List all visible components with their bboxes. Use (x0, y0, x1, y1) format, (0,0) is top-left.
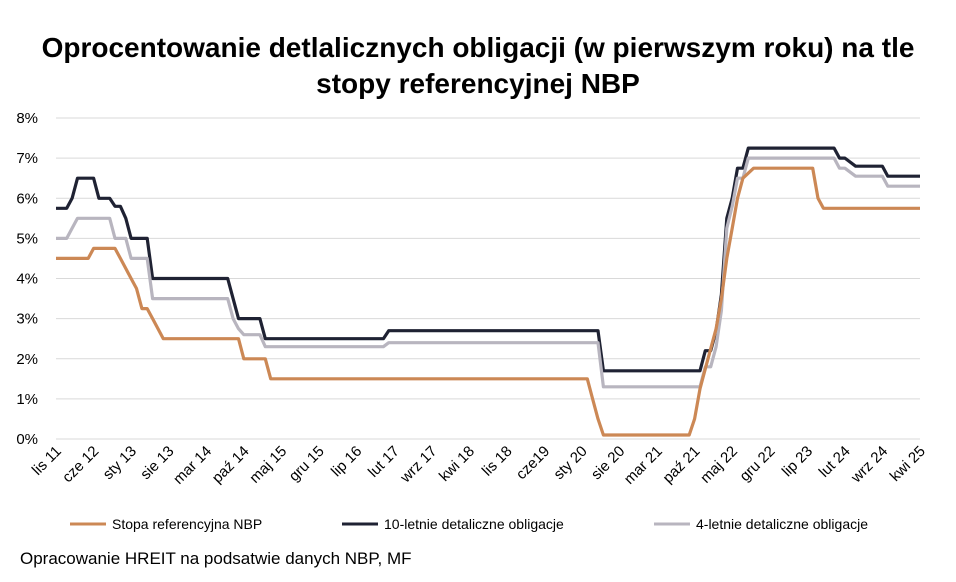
series-line (56, 156, 920, 389)
x-tick-label: mar 21 (621, 443, 666, 488)
chart-title-line-1: Oprocentowanie detlalicznych obligacji (… (41, 32, 915, 63)
y-tick-label: 1% (16, 391, 38, 408)
x-tick-label: gru 15 (286, 443, 328, 485)
x-tick-label: lis 18 (479, 443, 516, 480)
y-tick-label: 8% (16, 110, 38, 127)
x-tick-label: lip 16 (328, 443, 365, 480)
y-tick-label: 0% (16, 431, 38, 448)
x-tick-label: gru 22 (736, 443, 778, 485)
x-tick-label: maj 15 (246, 443, 290, 487)
y-tick-label: 2% (16, 351, 38, 368)
source-note: Opracowanie HREIT na podsatwie danych NB… (20, 549, 412, 568)
legend-label: 10-letnie detaliczne obligacje (384, 516, 564, 532)
y-tick-label: 5% (16, 230, 38, 247)
y-tick-label: 7% (16, 150, 38, 167)
y-tick-label: 6% (16, 190, 38, 207)
x-tick-label: mar 14 (170, 443, 215, 488)
x-tick-label: paź 21 (660, 443, 704, 487)
x-tick-label: cze19 (513, 443, 553, 483)
x-tick-label: cze 12 (59, 443, 102, 486)
series-line (56, 146, 920, 373)
x-tick-label: sty 20 (550, 443, 590, 483)
x-tick-label: lip 23 (779, 443, 816, 480)
y-tick-label: 3% (16, 311, 38, 328)
series-lines (56, 146, 920, 437)
legend-label: 4-letnie detaliczne obligacje (696, 516, 868, 532)
x-tick-label: paź 14 (209, 443, 253, 487)
chart-title: Oprocentowanie detlalicznych obligacji (… (0, 30, 956, 102)
legend-label: Stopa referencyjna NBP (112, 516, 262, 532)
x-tick-label: wrz 17 (397, 443, 441, 487)
x-tick-label: wrz 24 (847, 443, 891, 487)
series-line (56, 166, 920, 437)
y-tick-label: 4% (16, 271, 38, 288)
x-tick-label: kwi 18 (436, 443, 478, 485)
legend: Stopa referencyjna NBP 10-letnie detalicz… (70, 516, 868, 532)
x-tick-label: sty 13 (100, 443, 140, 483)
x-tick-label: maj 22 (697, 443, 741, 487)
y-axis-tick-labels: 0% 1% 2% 3% 4% 5% 6% 7% 8% (16, 110, 38, 448)
chart-title-line-2: stopy referencyjnej NBP (316, 68, 640, 99)
x-tick-label: kwi 25 (887, 443, 929, 485)
